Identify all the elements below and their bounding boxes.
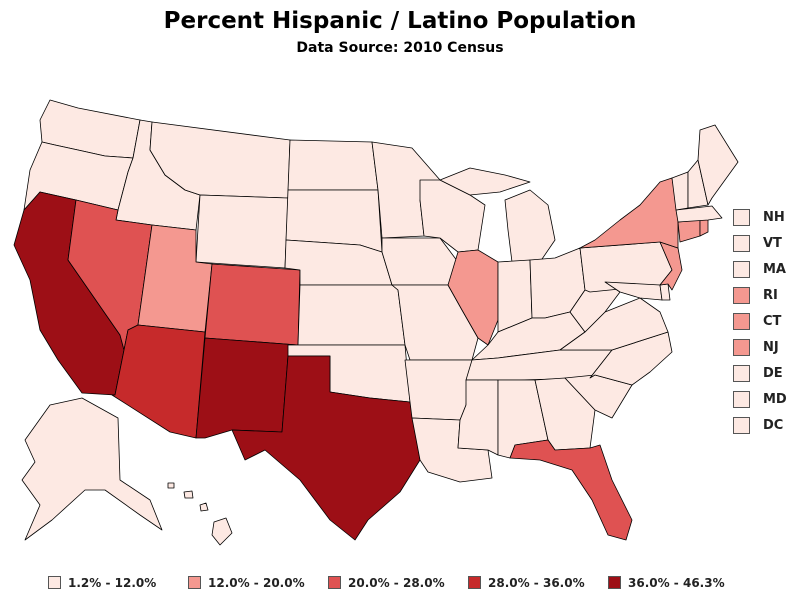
- small-state-label: CT: [763, 314, 782, 329]
- state-massachusetts[interactable]: [675, 205, 723, 223]
- state-hawaii-1[interactable]: [167, 482, 175, 489]
- state-rhode-island[interactable]: [699, 219, 709, 237]
- small-state-item: VT: [733, 235, 793, 261]
- state-texas[interactable]: [231, 355, 421, 541]
- state-alaska[interactable]: [21, 397, 163, 541]
- state-maryland[interactable]: [604, 281, 663, 301]
- small-state-label: NH: [763, 210, 785, 225]
- state-iowa[interactable]: [381, 237, 459, 286]
- legend-label: 20.0% - 28.0%: [348, 576, 445, 590]
- small-state-swatch: [733, 417, 750, 434]
- small-state-swatch: [733, 261, 750, 278]
- state-wyoming[interactable]: [195, 194, 289, 269]
- state-arkansas[interactable]: [404, 359, 473, 421]
- small-state-swatch: [733, 365, 750, 382]
- small-state-item: CT: [733, 313, 793, 339]
- small-state-swatch: [733, 287, 750, 304]
- state-michigan-upper[interactable]: [439, 167, 531, 196]
- state-kansas[interactable]: [297, 284, 406, 346]
- state-connecticut[interactable]: [677, 219, 701, 243]
- small-state-label: DE: [763, 366, 783, 381]
- legend-swatch: [608, 576, 621, 589]
- legend-label: 12.0% - 20.0%: [208, 576, 305, 590]
- legend-label: 28.0% - 36.0%: [488, 576, 585, 590]
- state-delaware[interactable]: [659, 283, 671, 301]
- small-state-label: NJ: [763, 340, 779, 355]
- color-legend: 1.2% - 12.0% 12.0% - 20.0% 20.0% - 28.0% 28…: [0, 575, 800, 595]
- state-michigan[interactable]: [504, 189, 556, 263]
- legend-label: 1.2% - 12.0%: [68, 576, 157, 590]
- state-new-york[interactable]: [579, 177, 679, 249]
- state-colorado[interactable]: [204, 263, 301, 346]
- legend-label: 36.0% - 46.3%: [628, 576, 725, 590]
- small-state-label: DC: [763, 418, 784, 433]
- legend-swatch: [468, 576, 481, 589]
- small-state-item: NH: [733, 209, 793, 235]
- map-subtitle: Data Source: 2010 Census: [296, 40, 504, 56]
- small-state-label: MA: [763, 262, 786, 277]
- state-maine[interactable]: [697, 124, 739, 206]
- small-state-swatch: [733, 313, 750, 330]
- legend-swatch: [188, 576, 201, 589]
- small-state-item: RI: [733, 287, 793, 313]
- small-state-swatch: [733, 339, 750, 356]
- state-hawaii-3[interactable]: [199, 502, 209, 512]
- state-hawaii-4[interactable]: [211, 517, 233, 546]
- small-state-item: MD: [733, 391, 793, 417]
- legend-swatch: [48, 576, 61, 589]
- state-florida[interactable]: [509, 439, 633, 541]
- small-state-swatch: [733, 391, 750, 408]
- state-new-jersey[interactable]: [659, 241, 683, 291]
- small-state-item: MA: [733, 261, 793, 287]
- small-state-label: MD: [763, 392, 787, 407]
- small-state-label: RI: [763, 288, 778, 303]
- state-arizona[interactable]: [111, 324, 206, 439]
- small-state-item: DC: [733, 417, 793, 443]
- small-state-swatch: [733, 209, 750, 226]
- map-title: Percent Hispanic / Latino Population: [163, 8, 637, 34]
- state-south-carolina[interactable]: [564, 374, 633, 419]
- small-state-label: VT: [763, 236, 782, 251]
- small-state-swatch: [733, 235, 750, 252]
- state-hawaii-2[interactable]: [183, 490, 194, 499]
- legend-swatch: [328, 576, 341, 589]
- small-states-legend: NH VT MA RI CT NJ DE MD DC: [733, 209, 793, 443]
- state-north-dakota[interactable]: [287, 139, 379, 191]
- small-state-item: DE: [733, 365, 793, 391]
- small-state-item: NJ: [733, 339, 793, 365]
